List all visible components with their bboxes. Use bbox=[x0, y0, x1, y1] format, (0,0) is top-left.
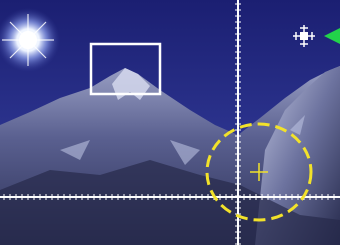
sun bbox=[19, 31, 37, 49]
page: (() => { const g = document.getElementBy… bbox=[0, 0, 340, 245]
viewfinder bbox=[0, 0, 340, 245]
